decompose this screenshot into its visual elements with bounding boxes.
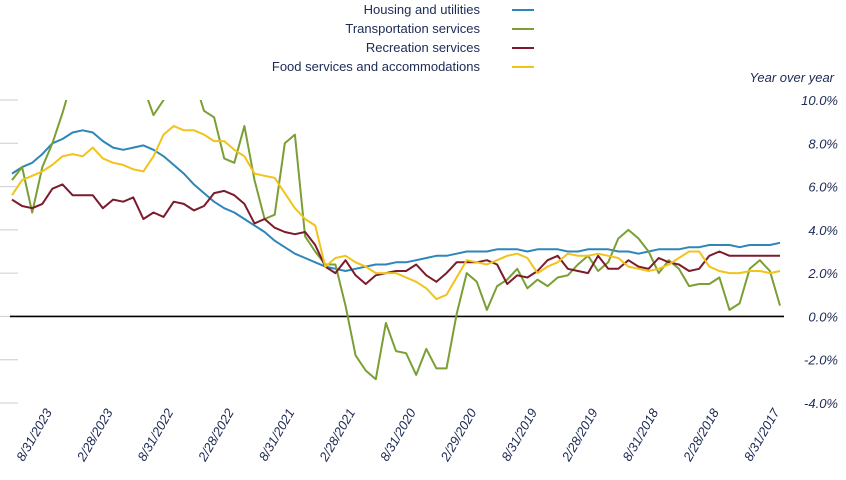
- x-tick-label: 8/31/2017: [741, 405, 783, 463]
- legend: Housing and utilities Transportation ser…: [272, 2, 534, 74]
- series-line-transportation-services: [11, 100, 781, 381]
- y-tick-label: 8.0%: [808, 136, 838, 151]
- x-tick-label: 8/31/2018: [619, 405, 661, 463]
- y-tick-label: 2.0%: [807, 266, 838, 281]
- x-tick-label: 2/28/2021: [316, 406, 358, 464]
- series-line-food-services-and-accommodations: [11, 125, 781, 301]
- y-tick-label: 4.0%: [808, 223, 838, 238]
- x-tick-label: 2/28/2018: [680, 405, 723, 464]
- x-tick-label: 2/28/2023: [73, 405, 116, 464]
- x-tick-label: 2/28/2019: [558, 406, 600, 464]
- y-tick-label: -4.0%: [804, 396, 838, 411]
- y-axis-ticks: 10.0% 8.0% 6.0% 4.0% 2.0% 0.0% -2.0% -4.0%: [0, 93, 838, 411]
- series-clip-group: [11, 100, 781, 381]
- series-line-housing-and-utilities: [11, 129, 781, 272]
- y-tick-label: 6.0%: [808, 180, 838, 195]
- x-tick-label: 8/31/2019: [498, 406, 540, 464]
- x-axis-ticks: 8/31/2017 2/28/2018 8/31/2018 2/28/2019 8/31…: [13, 405, 783, 464]
- series-line-recreation-services: [11, 183, 780, 285]
- x-tick-label: 8/31/2022: [134, 405, 176, 463]
- y-tick-label: -2.0%: [804, 353, 838, 368]
- y-tick-label: 10.0%: [801, 93, 838, 108]
- x-tick-label: 8/31/2020: [377, 405, 419, 463]
- x-tick-label: 2/29/2020: [437, 405, 480, 464]
- legend-label-recreation: Recreation services: [366, 40, 481, 55]
- x-tick-label: 8/31/2023: [13, 405, 55, 463]
- legend-label-transportation: Transportation services: [345, 21, 480, 36]
- legend-label-housing: Housing and utilities: [364, 2, 481, 17]
- series-lines: [11, 100, 781, 381]
- legend-label-food: Food services and accommodations: [272, 59, 481, 74]
- x-tick-label: 8/31/2021: [256, 406, 298, 464]
- x-tick-label: 2/28/2022: [194, 405, 237, 464]
- y-tick-label: 0.0%: [808, 309, 838, 324]
- y-axis-title: Year over year: [749, 70, 834, 85]
